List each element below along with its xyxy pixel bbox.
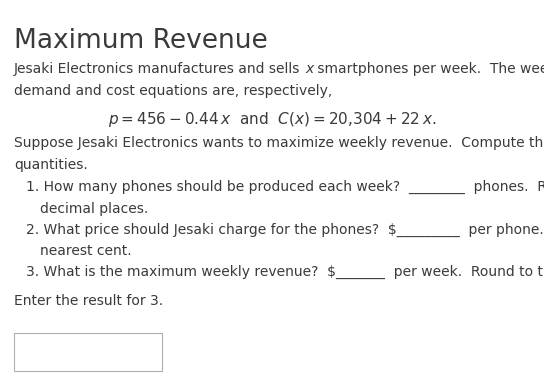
Text: x: x [305, 62, 313, 76]
Text: nearest cent.: nearest cent. [40, 244, 131, 258]
Text: 1. How many phones should be produced each week?  ________  phones.  Round to 2: 1. How many phones should be produced ea… [26, 180, 544, 194]
Text: 2. What price should Jesaki charge for the phones?  $_________  per phone.  Roun: 2. What price should Jesaki charge for t… [26, 223, 544, 237]
Text: Enter the result for 3.: Enter the result for 3. [14, 294, 163, 308]
Text: smartphones per week.  The weekly price-: smartphones per week. The weekly price- [313, 62, 544, 76]
Text: $p = 456 - 0.44\,x$  and  $C(x) = 20{,}304 + 22\,x.$: $p = 456 - 0.44\,x$ and $C(x) = 20{,}304… [108, 110, 436, 129]
Text: 3. What is the maximum weekly revenue?  $_______  per week.  Round to the neares: 3. What is the maximum weekly revenue? $… [26, 265, 544, 279]
Text: quantities.: quantities. [14, 158, 88, 172]
Text: demand and cost equations are, respectively,: demand and cost equations are, respectiv… [14, 84, 332, 98]
Text: Maximum Revenue: Maximum Revenue [14, 28, 268, 54]
Text: Jesaki Electronics manufactures and sells: Jesaki Electronics manufactures and sell… [14, 62, 305, 76]
Text: Suppose Jesaki Electronics wants to maximize weekly revenue.  Compute the follow: Suppose Jesaki Electronics wants to maxi… [14, 136, 544, 150]
Text: decimal places.: decimal places. [40, 202, 148, 216]
